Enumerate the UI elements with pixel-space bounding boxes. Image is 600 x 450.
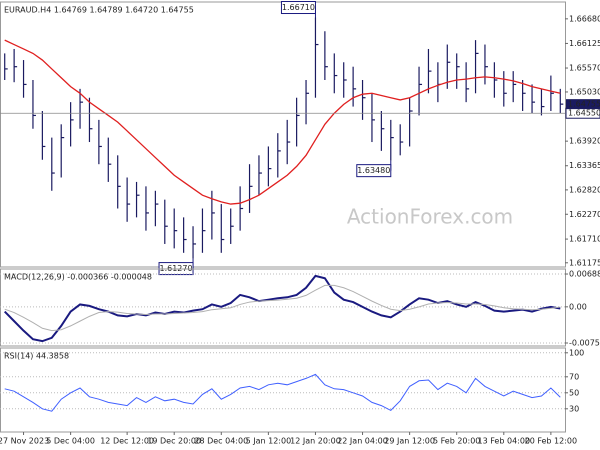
- y-tick-label: 30: [569, 404, 579, 413]
- x-tick-label: 22 Jan 04:00: [337, 437, 388, 446]
- y-tick-label: 1.66680: [569, 14, 600, 23]
- x-tick-label: 27 Nov 2023: [0, 437, 49, 446]
- panel-frame: [0, 347, 566, 433]
- x-tick-label: 5 Jan 12:00: [246, 437, 292, 446]
- y-tick-label: 0.006886: [569, 270, 600, 279]
- x-tick-label: 19 Dec 20:00: [147, 437, 201, 446]
- y-tick-label: 1.61175: [569, 258, 600, 267]
- y-tick-label: 1.61710: [569, 235, 600, 244]
- x-tick-label: 20 Feb 12:00: [525, 437, 577, 446]
- reference-label: 1.64550: [568, 109, 600, 118]
- y-tick-label: -0.007591: [569, 339, 600, 348]
- series-line: [4, 284, 561, 332]
- x-tick-label: 12 Jan 20:00: [290, 437, 341, 446]
- y-tick-label: 1.65570: [569, 64, 600, 73]
- panel-frame: [0, 268, 566, 347]
- series-line: [3, 274, 561, 343]
- x-tick-label: 5 Dec 04:00: [46, 437, 95, 446]
- y-tick-label: 1.65030: [569, 87, 600, 96]
- y-tick-label: 0.00: [569, 302, 587, 311]
- last-price-label: 1.64755: [568, 100, 600, 109]
- y-tick-label: 70: [569, 372, 579, 381]
- watermark: ActionForex.com: [347, 205, 513, 229]
- y-tick-label: 1.63920: [569, 137, 600, 146]
- annotation-box: [280, 1, 316, 15]
- series-line: [4, 373, 561, 412]
- panel-title: EURAUD.H4 1.64769 1.64789 1.64720 1.6475…: [4, 6, 194, 15]
- x-tick-label: 28 Dec 04:00: [194, 437, 248, 446]
- annotation-label: 1.63480: [357, 166, 390, 175]
- y-tick-label: 1.62270: [569, 210, 600, 219]
- y-tick-label: 1.62820: [569, 185, 600, 194]
- y-tick-label: 1.63365: [569, 161, 600, 170]
- x-tick-label: 29 Jan 12:00: [384, 437, 435, 446]
- last-price-box: [566, 99, 600, 110]
- x-tick-label: 12 Dec 12:00: [100, 437, 154, 446]
- x-tick-label: 13 Feb 04:00: [478, 437, 530, 446]
- x-tick-label: 5 Feb 20:00: [433, 437, 480, 446]
- annotation-label: 1.66710: [282, 3, 315, 12]
- annotation-box: [356, 164, 392, 178]
- moving-average: [4, 39, 561, 205]
- y-tick-label: 1.66125: [569, 39, 600, 48]
- y-tick-label: 50: [569, 388, 579, 397]
- panel-title: RSI(14) 44.3858: [4, 352, 69, 361]
- panel-title: MACD(12,26,9) -0.000366 -0.000048: [4, 273, 152, 282]
- y-tick-label: 100: [569, 348, 584, 357]
